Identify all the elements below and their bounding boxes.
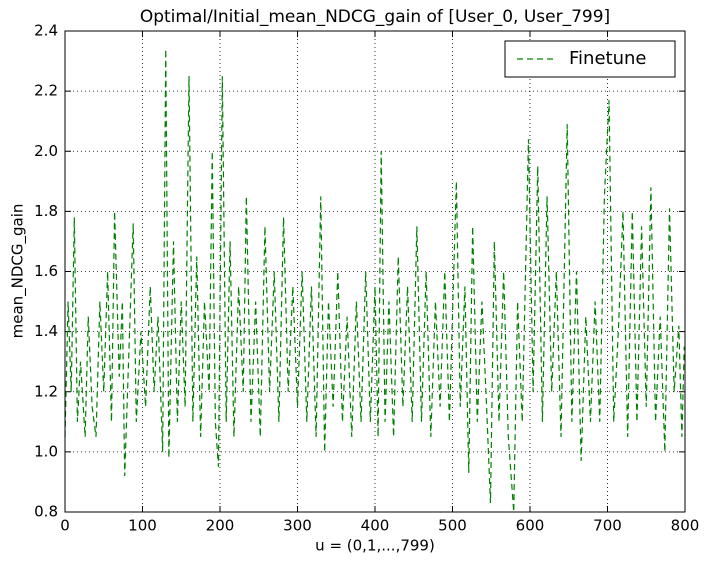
x-tick-label: 200 xyxy=(206,517,235,535)
x-tick-label: 300 xyxy=(283,517,312,535)
y-tick-label: 1.6 xyxy=(34,262,58,280)
y-tick-label: 0.8 xyxy=(34,503,58,521)
y-tick-label: 1.2 xyxy=(34,382,58,400)
legend-box xyxy=(504,40,676,78)
y-tick-label: 1.4 xyxy=(34,322,58,340)
y-tick-label: 2.2 xyxy=(34,82,58,100)
x-axis-label: u = (0,1,...,799) xyxy=(315,537,435,555)
plot-frame xyxy=(64,30,686,513)
y-tick-label: 1.0 xyxy=(34,442,58,460)
x-tick-label: 400 xyxy=(361,517,390,535)
y-tick-label: 1.8 xyxy=(34,202,58,220)
x-tick-label: 0 xyxy=(60,517,70,535)
y-tick-label: 2.4 xyxy=(34,22,58,40)
y-tick-label: 2.0 xyxy=(34,142,58,160)
chart-title: Optimal/Initial_mean_NDCG_gain of [User_… xyxy=(140,7,610,27)
data-line xyxy=(64,49,685,513)
x-tick-label: 700 xyxy=(593,517,622,535)
x-tick-label: 100 xyxy=(128,517,157,535)
y-axis-label: mean_NDCG_gain xyxy=(9,204,28,339)
x-tick-label: 600 xyxy=(516,517,545,535)
x-tick-label: 500 xyxy=(438,517,467,535)
legend-label: Finetune xyxy=(569,48,646,69)
x-tick-label: 800 xyxy=(671,517,700,535)
